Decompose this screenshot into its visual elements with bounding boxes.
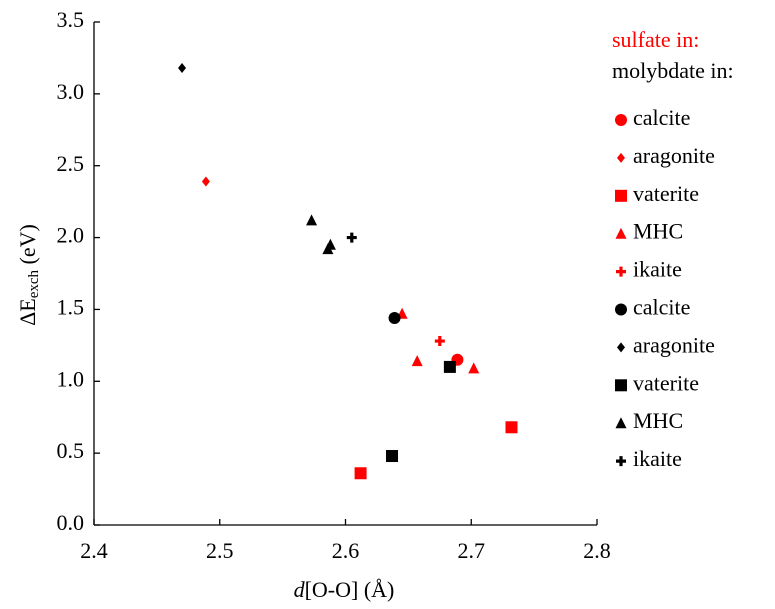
marker-diamond: [617, 342, 625, 353]
y-label-main: ΔE: [15, 298, 40, 326]
marker-square: [443, 360, 456, 373]
marker-square: [505, 421, 518, 434]
marker-plus: [346, 232, 357, 243]
x-tick-label: 2.8: [583, 538, 611, 563]
legend-label: aragonite: [633, 143, 715, 168]
legend-label: vaterite: [633, 370, 699, 395]
marker-triangle: [615, 227, 627, 239]
marker-square: [615, 379, 627, 392]
marker-square: [386, 450, 399, 463]
legend-label: MHC: [633, 219, 683, 244]
marker-triangle: [468, 362, 480, 374]
marker-square: [354, 467, 367, 480]
marker-square: [615, 189, 627, 202]
x-label-italic: d: [294, 577, 306, 602]
x-tick-label: 2.7: [458, 538, 486, 563]
y-tick-label: 0.5: [57, 438, 85, 463]
x-tick-label: 2.4: [80, 538, 108, 563]
legend-label: ikaite: [633, 446, 682, 471]
x-tick-label: 2.6: [332, 538, 360, 563]
legend-label: calcite: [633, 105, 690, 130]
marker-diamond: [201, 176, 210, 187]
marker-circle: [615, 114, 627, 126]
marker-plus: [616, 266, 627, 277]
marker-plus: [616, 456, 627, 467]
marker-triangle: [306, 214, 318, 226]
marker-circle: [388, 312, 401, 325]
legend-header: molybdate in:: [612, 58, 734, 83]
x-label-rest: [O-O] (Å): [305, 577, 395, 602]
y-tick-label: 0.0: [57, 510, 85, 535]
marker-diamond: [178, 62, 187, 73]
y-tick-label: 2.0: [57, 223, 85, 248]
y-tick-label: 3.0: [57, 79, 85, 104]
y-label-sub: exch: [26, 269, 42, 298]
legend-label: aragonite: [633, 332, 715, 357]
legend-label: calcite: [633, 295, 690, 320]
marker-plus: [434, 336, 445, 347]
legend-label: ikaite: [633, 257, 682, 282]
y-tick-label: 2.5: [57, 151, 85, 176]
legend-header: sulfate in:: [612, 27, 699, 52]
y-tick-label: 1.5: [57, 294, 85, 319]
marker-triangle: [324, 238, 336, 250]
marker-triangle: [411, 355, 423, 367]
legend-label: MHC: [633, 408, 683, 433]
marker-diamond: [617, 152, 625, 163]
marker-circle: [615, 303, 627, 316]
y-tick-label: 3.5: [57, 7, 85, 32]
x-tick-label: 2.5: [206, 538, 234, 563]
y-tick-label: 1.0: [57, 366, 85, 391]
legend-label: vaterite: [633, 181, 699, 206]
x-axis-label: d[O-O] (Å): [294, 577, 395, 602]
marker-triangle: [615, 417, 627, 429]
y-axis-label: ΔEexch (eV): [15, 224, 42, 326]
y-label-unit: (eV): [15, 224, 40, 270]
